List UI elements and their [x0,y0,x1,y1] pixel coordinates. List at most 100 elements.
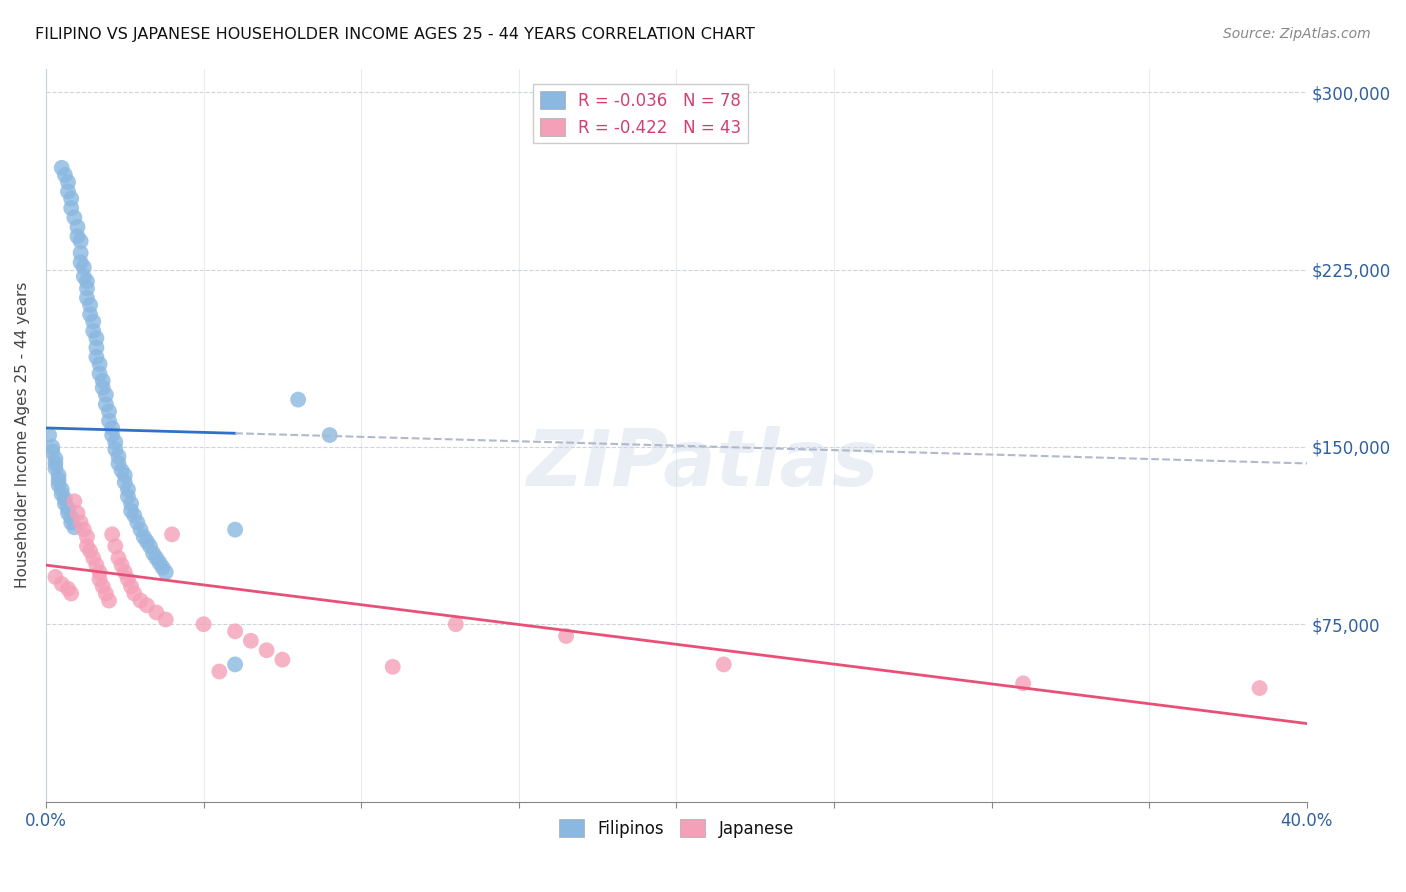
Point [98,593,121,607]
Point [193,617,215,632]
Point [256,643,278,657]
Point [79,544,101,558]
Point [142,546,165,560]
Point [135,534,157,549]
Point [145,606,167,620]
Point [271,653,294,667]
Point [53,168,76,182]
Point [53,497,76,511]
Point [104,435,127,450]
Point [63,211,86,225]
Point [89,367,111,381]
Point [73,260,96,275]
Point [111,558,134,573]
Point [41,440,63,454]
Point [111,463,134,477]
Point [89,357,111,371]
Point [56,175,79,189]
Point [60,201,83,215]
Point [66,506,89,520]
Text: FILIPINO VS JAPANESE HOUSEHOLDER INCOME AGES 25 - 44 YEARS CORRELATION CHART: FILIPINO VS JAPANESE HOUSEHOLDER INCOME … [35,27,755,42]
Point [76,291,98,305]
Point [60,511,83,525]
Point [73,269,96,284]
Point [44,457,66,471]
Point [91,579,114,593]
Point [287,392,309,407]
Point [51,483,73,497]
Point [139,539,162,553]
Point [44,570,66,584]
Point [101,428,124,442]
Point [69,516,91,530]
Point [122,508,145,523]
Point [127,516,149,530]
Point [120,579,142,593]
Point [135,599,157,613]
Point [155,612,177,626]
Point [98,404,121,418]
Point [104,442,127,457]
Point [122,586,145,600]
Point [114,565,136,579]
Point [79,298,101,312]
Point [86,341,108,355]
Point [208,665,231,679]
Point [48,477,70,491]
Point [66,219,89,234]
Point [56,185,79,199]
Point [63,520,86,534]
Point [48,468,70,483]
Point [117,483,139,497]
Point [107,450,129,464]
Point [107,457,129,471]
Point [76,539,98,553]
Point [117,490,139,504]
Point [224,624,246,639]
Point [107,551,129,566]
Point [76,274,98,288]
Point [51,161,73,175]
Point [94,388,117,402]
Point [444,617,467,632]
Point [73,523,96,537]
Point [148,556,170,570]
Point [224,523,246,537]
Point [86,331,108,345]
Point [224,657,246,672]
Point [1012,676,1035,690]
Point [132,530,155,544]
Point [155,565,177,579]
Point [44,461,66,475]
Point [56,501,79,516]
Point [53,491,76,506]
Point [69,246,91,260]
Point [101,527,124,541]
Point [114,468,136,483]
Point [60,586,83,600]
Point [555,629,578,643]
Point [56,582,79,596]
Point [239,633,262,648]
Point [145,551,167,566]
Point [91,381,114,395]
Point [120,497,142,511]
Point [76,530,98,544]
Point [89,572,111,586]
Point [129,523,152,537]
Point [1249,681,1271,695]
Point [160,527,183,541]
Point [86,350,108,364]
Point [89,565,111,579]
Point [48,473,70,487]
Point [86,558,108,573]
Point [69,234,91,248]
Point [69,255,91,269]
Point [91,374,114,388]
Legend: Filipinos, Japanese: Filipinos, Japanese [553,813,801,845]
Point [82,314,104,328]
Point [82,324,104,338]
Point [41,444,63,458]
Point [76,281,98,295]
Point [318,428,340,442]
